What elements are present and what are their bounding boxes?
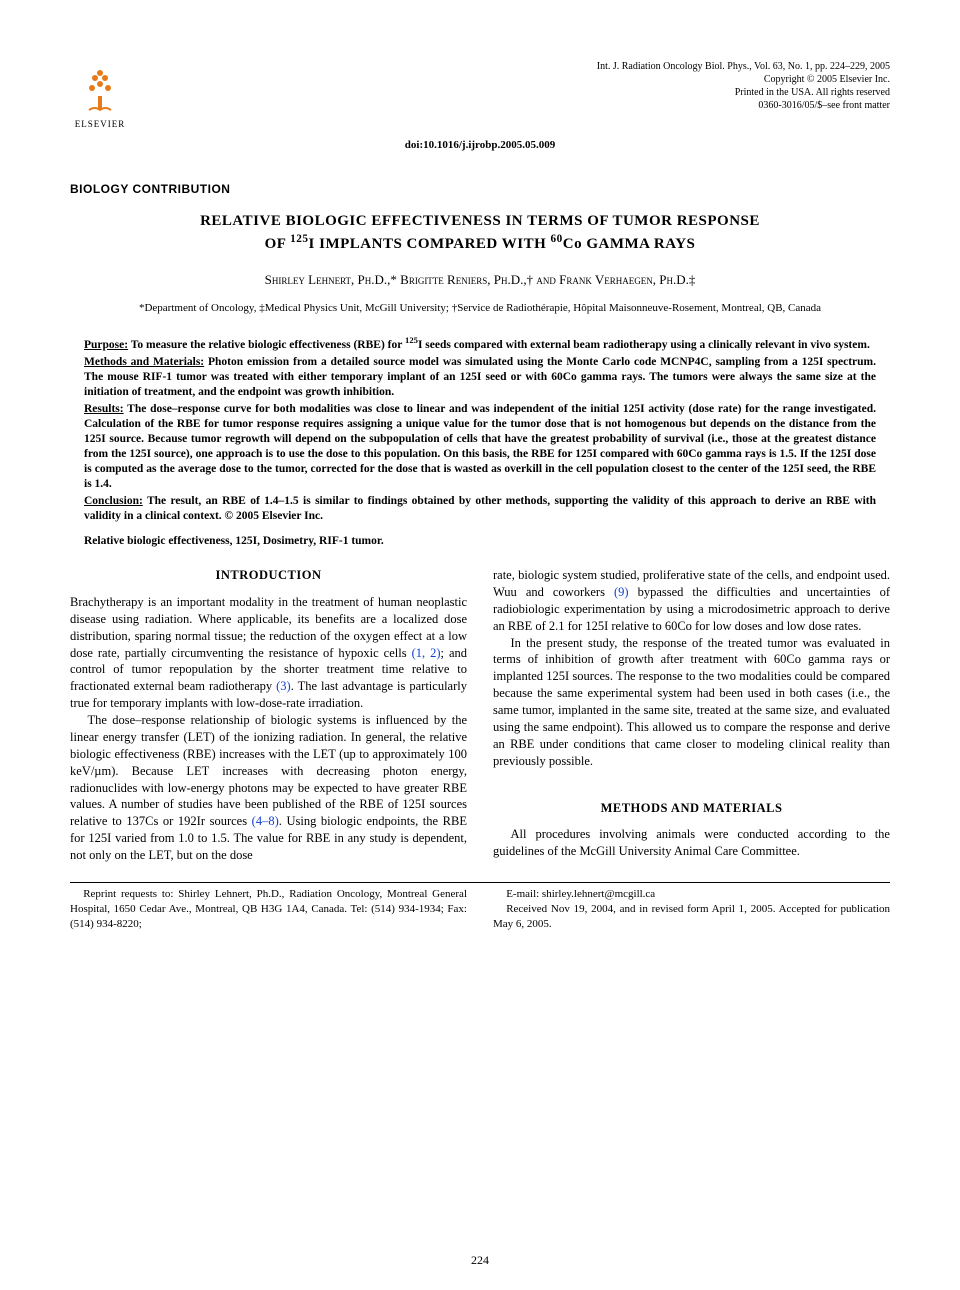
- abstract-purpose: Purpose: To measure the relative biologi…: [84, 335, 876, 353]
- page-number: 224: [0, 1252, 960, 1268]
- column-left: INTRODUCTION Brachytherapy is an importa…: [70, 567, 467, 864]
- author-email: E-mail: shirley.lehnert@mcgill.ca: [493, 887, 890, 902]
- issn-line: 0360-3016/05/$–see front matter: [597, 99, 890, 112]
- abstract-conclusion: Conclusion: The result, an RBE of 1.4–1.…: [84, 494, 876, 524]
- methods-heading: METHODS AND MATERIALS: [493, 800, 890, 817]
- footnote-right: E-mail: shirley.lehnert@mcgill.ca Receiv…: [493, 887, 890, 932]
- doi: doi:10.1016/j.ijrobp.2005.05.009: [70, 138, 890, 153]
- intro-para-2a: The dose–response relationship of biolog…: [70, 712, 467, 864]
- footnotes: Reprint requests to: Shirley Lehnert, Ph…: [70, 887, 890, 932]
- authors: Shirley Lehnert, Ph.D.,* Brigitte Renier…: [70, 271, 890, 289]
- intro-para-2b: rate, biologic system studied, prolifera…: [493, 567, 890, 635]
- publisher-name: ELSEVIER: [75, 118, 126, 130]
- body-columns: INTRODUCTION Brachytherapy is an importa…: [70, 567, 890, 864]
- intro-para-3: In the present study, the response of th…: [493, 635, 890, 770]
- reprint-address: Reprint requests to: Shirley Lehnert, Ph…: [70, 887, 467, 932]
- page-header: ELSEVIER Int. J. Radiation Oncology Biol…: [70, 60, 890, 130]
- citation-link[interactable]: (3): [276, 679, 291, 693]
- abstract: Purpose: To measure the relative biologi…: [84, 335, 876, 523]
- received-dates: Received Nov 19, 2004, and in revised fo…: [493, 902, 890, 932]
- publisher-logo: ELSEVIER: [70, 60, 130, 130]
- footnote-left: Reprint requests to: Shirley Lehnert, Ph…: [70, 887, 467, 932]
- intro-para-1: Brachytherapy is an important modality i…: [70, 594, 467, 712]
- citation-link[interactable]: (1, 2): [412, 646, 441, 660]
- abstract-methods: Methods and Materials: Photon emission f…: [84, 355, 876, 400]
- article-type-label: BIOLOGY CONTRIBUTION: [70, 181, 890, 197]
- copyright-line: Copyright © 2005 Elsevier Inc.: [597, 73, 890, 86]
- footnote-divider: [70, 882, 890, 883]
- intro-heading: INTRODUCTION: [70, 567, 467, 584]
- methods-para-1: All procedures involving animals were co…: [493, 826, 890, 860]
- paper-title: RELATIVE BIOLOGIC EFFECTIVENESS IN TERMS…: [70, 211, 890, 255]
- elsevier-tree-icon: [75, 66, 125, 116]
- journal-info: Int. J. Radiation Oncology Biol. Phys., …: [597, 60, 890, 112]
- column-right: rate, biologic system studied, prolifera…: [493, 567, 890, 864]
- journal-citation: Int. J. Radiation Oncology Biol. Phys., …: [597, 60, 890, 73]
- citation-link[interactable]: (9): [614, 585, 629, 599]
- abstract-results: Results: The dose–response curve for bot…: [84, 402, 876, 492]
- print-line: Printed in the USA. All rights reserved: [597, 86, 890, 99]
- keywords: Relative biologic effectiveness, 125I, D…: [84, 534, 876, 550]
- affiliations: *Department of Oncology, ‡Medical Physic…: [70, 301, 890, 316]
- citation-link[interactable]: (4–8): [252, 814, 279, 828]
